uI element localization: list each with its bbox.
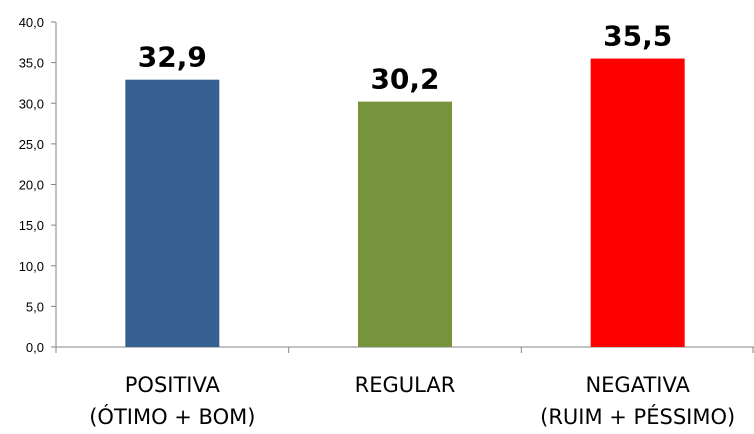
- y-tick-label: 40,0: [19, 15, 44, 30]
- y-tick-label: 30,0: [19, 96, 44, 111]
- y-tick-label: 25,0: [19, 137, 44, 152]
- category-label: REGULAR: [355, 373, 456, 397]
- y-tick-label: 0,0: [26, 340, 44, 355]
- data-labels: 32,9 30,2 35,5: [138, 20, 672, 96]
- category-label: (RUIM + PÉSSIMO): [540, 404, 735, 429]
- category-label: POSITIVA: [125, 373, 221, 397]
- bar: [358, 101, 452, 347]
- category-label: (ÓTIMO + BOM): [89, 404, 255, 429]
- y-tick-label: 10,0: [19, 259, 44, 274]
- category-label: NEGATIVA: [585, 373, 690, 397]
- y-tick-label: 5,0: [26, 299, 44, 314]
- y-tick-label: 35,0: [19, 56, 44, 71]
- data-label: 35,5: [603, 20, 672, 53]
- bar: [125, 79, 220, 347]
- chart-bars: [125, 58, 685, 347]
- data-label: 30,2: [370, 63, 439, 96]
- y-axis-ticks: 0,0 5,0 10,0 15,0 20,0 25,0 30,0 35,0 40,0: [19, 15, 56, 355]
- data-label: 32,9: [138, 41, 207, 74]
- category-labels: POSITIVA (ÓTIMO + BOM) REGULAR NEGATIVA (RUI…: [89, 373, 735, 429]
- y-tick-label: 20,0: [19, 178, 44, 193]
- y-tick-label: 15,0: [19, 218, 44, 233]
- bar: [590, 58, 685, 347]
